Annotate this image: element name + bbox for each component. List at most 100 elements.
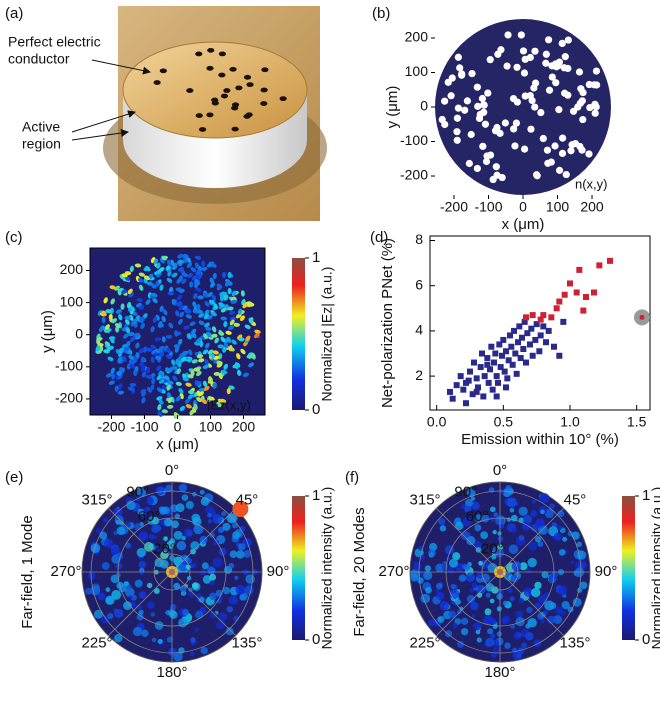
intensity-spot: [184, 528, 193, 537]
intensity-spot: [138, 561, 145, 568]
intensity-spot: [464, 565, 470, 571]
intensity-spot: [477, 637, 482, 642]
intensity-spot: [147, 601, 155, 609]
point: [540, 312, 546, 318]
intensity-spot: [236, 550, 244, 558]
intensity-spot: [182, 494, 189, 501]
intensity-spot: [452, 623, 457, 628]
point: [548, 314, 554, 320]
intensity-spot: [245, 574, 254, 583]
air-hole: [576, 143, 583, 150]
hole: [212, 101, 219, 106]
point: [512, 351, 518, 357]
y-tick-label: 200: [60, 261, 84, 277]
y-axis-label: Far-field, 20 Modes: [351, 507, 368, 636]
intensity-spot: [440, 525, 446, 531]
angle-label: 270°: [50, 563, 81, 580]
hole: [260, 101, 267, 106]
hole: [235, 85, 242, 90]
intensity-spot: [470, 602, 478, 610]
x-tick-label: 200: [232, 419, 256, 435]
air-hole: [567, 147, 574, 154]
intensity-spot: [503, 617, 509, 623]
air-hole: [555, 106, 562, 113]
intensity-spot: [494, 512, 499, 517]
point: [494, 373, 500, 379]
intensity-spot: [124, 521, 131, 528]
colorbar: [292, 258, 305, 410]
point: [530, 353, 536, 359]
intensity-spot: [477, 592, 482, 597]
air-hole: [458, 70, 465, 77]
y-tick-label: 0: [420, 98, 428, 114]
field-lobe: [188, 390, 194, 394]
x-axis-label: x (μm): [156, 436, 199, 453]
intensity-spot: [205, 505, 214, 514]
intensity-spot: [105, 587, 110, 592]
intensity-spot: [558, 586, 568, 596]
panel-label: (d): [370, 229, 388, 246]
intensity-spot: [555, 607, 563, 615]
intensity-spot: [483, 615, 493, 625]
x-tick-label: 1.5: [627, 414, 647, 430]
intensity-spot: [471, 582, 477, 588]
intensity-spot: [218, 548, 226, 556]
air-hole: [487, 151, 494, 158]
y-tick-label: 4: [415, 322, 423, 338]
intensity-spot: [96, 528, 102, 534]
intensity-spot: [505, 485, 511, 491]
y-tick-label: -100: [55, 358, 83, 374]
x-tick-label: -200: [97, 419, 125, 435]
intensity-spot: [202, 562, 209, 569]
air-hole: [493, 163, 500, 170]
air-hole: [448, 92, 455, 99]
x-tick-label: 1.0: [560, 414, 580, 430]
air-hole: [544, 147, 551, 154]
air-hole: [559, 150, 566, 157]
intensity-spot: [557, 525, 562, 530]
intensity-spot: [510, 508, 515, 513]
hole: [186, 88, 193, 93]
intensity-spot: [127, 585, 132, 590]
intensity-spot: [115, 520, 120, 525]
hole: [206, 112, 213, 117]
y-axis-label: Far-field, 1 Mode: [19, 515, 36, 628]
intensity-spot: [554, 533, 562, 541]
colorbar: [292, 496, 305, 640]
intensity-spot: [140, 571, 144, 575]
air-hole: [487, 56, 494, 63]
point: [520, 346, 526, 352]
air-hole: [504, 31, 511, 38]
intensity-spot: [178, 618, 187, 627]
intensity-spot: [543, 610, 548, 615]
y-axis-label: y (μm): [39, 310, 56, 353]
intensity-spot: [541, 619, 545, 623]
y-tick-label: 200: [405, 29, 429, 45]
air-hole: [576, 68, 583, 75]
intensity-spot: [562, 537, 567, 542]
intensity-spot: [174, 531, 183, 540]
hole: [221, 94, 228, 99]
air-hole: [579, 116, 586, 123]
hole: [195, 52, 202, 57]
intensity-spot: [478, 561, 483, 566]
point: [463, 380, 469, 386]
point: [474, 389, 480, 395]
intensity-spot: [527, 618, 537, 628]
field-lobe: [238, 337, 244, 341]
air-hole: [482, 121, 489, 128]
hole: [154, 80, 161, 85]
point: [580, 308, 586, 314]
air-hole: [453, 128, 460, 135]
point: [532, 337, 538, 343]
point: [556, 353, 562, 359]
intensity-spot: [528, 558, 537, 567]
x-axis-label: Emission within 10° (%): [461, 431, 619, 448]
intensity-spot: [113, 531, 117, 535]
intensity-spot: [548, 575, 556, 583]
intensity-spot: [559, 549, 566, 556]
air-hole: [503, 62, 510, 69]
intensity-spot: [507, 498, 517, 508]
intensity-spot: [504, 642, 511, 649]
illustration: (a) Perfect electric conductor Active re…: [5, 5, 327, 221]
